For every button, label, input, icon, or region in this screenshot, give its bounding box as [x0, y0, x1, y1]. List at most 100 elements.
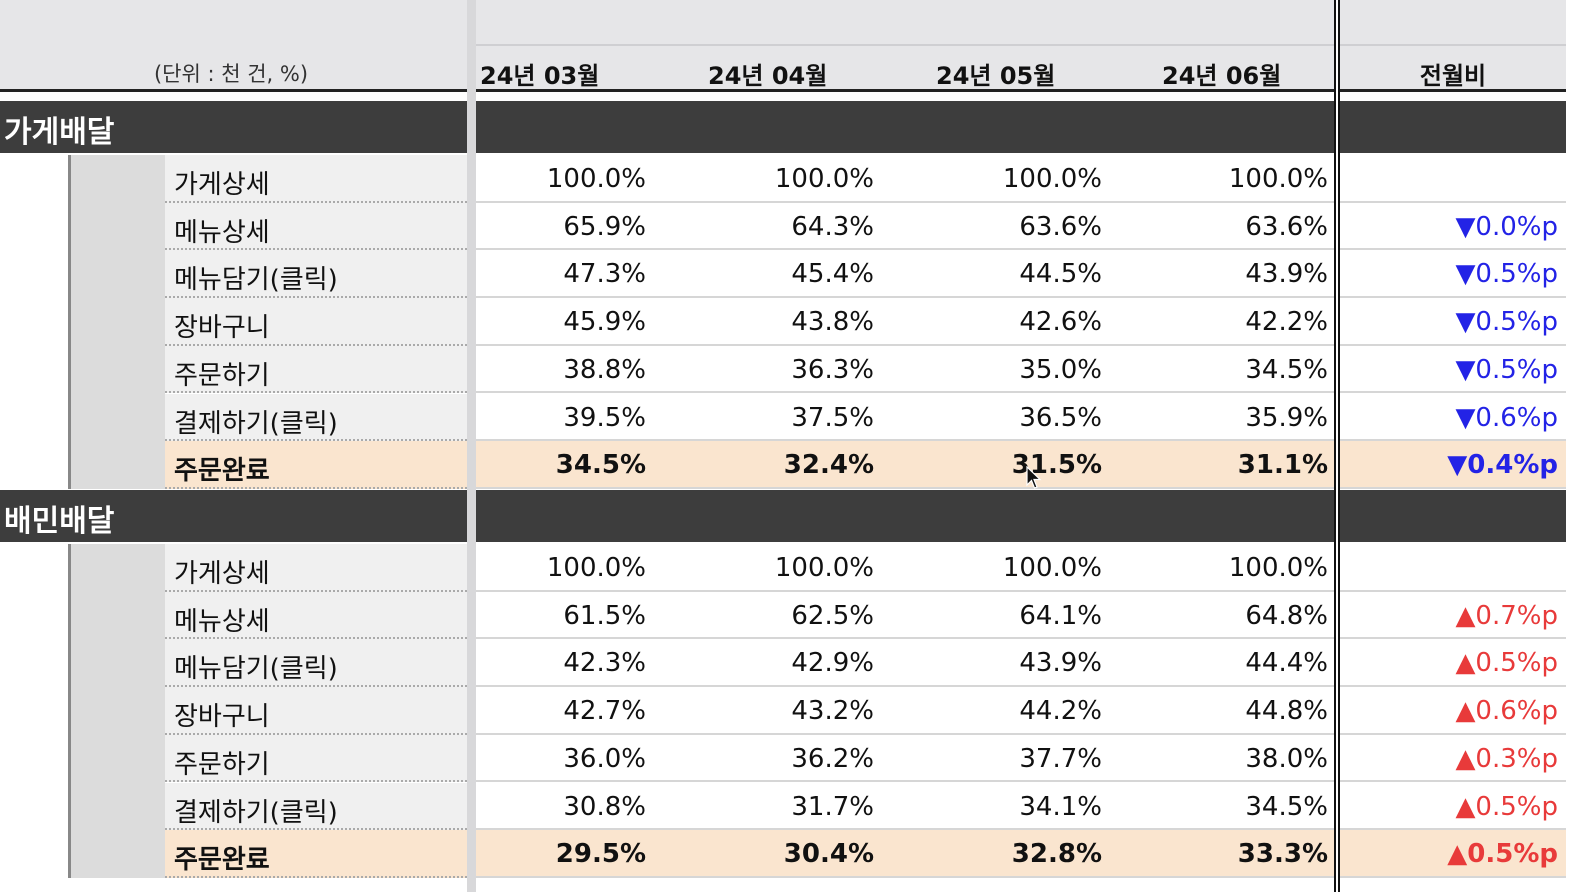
table-row: [476, 345, 1566, 394]
cell-value: 36.0%: [563, 743, 646, 774]
cell-value: 45.4%: [791, 259, 874, 290]
table-row: [476, 298, 1566, 346]
cell-value: 37.7%: [1019, 743, 1102, 774]
section-bar: [0, 101, 467, 153]
mom-header: 전월비: [1419, 62, 1487, 90]
mom-change: ▼0.5%p: [1455, 354, 1558, 385]
cell-value: 42.2%: [1245, 307, 1328, 338]
month-header: 24년 04월: [708, 62, 828, 90]
cell-value: 42.3%: [563, 648, 646, 679]
cell-value: 100.0%: [1228, 164, 1328, 194]
mom-change: ▼0.4%p: [1447, 450, 1558, 481]
table-row: [165, 441, 467, 489]
cell-value: 35.9%: [1245, 402, 1328, 433]
table-row: [476, 250, 1566, 299]
table-row: [165, 591, 467, 640]
table-row: [165, 734, 467, 783]
table-row: [476, 782, 1566, 831]
cell-value: 100.0%: [1002, 164, 1102, 194]
table-row: [165, 202, 467, 251]
cell-value: 36.3%: [791, 354, 874, 385]
table-row: [476, 591, 1566, 640]
mouse-cursor-icon: [1026, 466, 1042, 489]
table-row: [476, 393, 1566, 442]
month-header: 24년 06월: [1162, 62, 1282, 90]
cell-value: 30.4%: [783, 839, 874, 870]
cell-value: 34.5%: [1245, 791, 1328, 822]
table-row: [165, 250, 467, 299]
column-separator: [1334, 0, 1340, 892]
cell-value: 32.8%: [1011, 839, 1102, 870]
section-title: 가게배달: [4, 115, 115, 150]
month-header: 24년 05월: [936, 62, 1056, 90]
month-header: 24년 03월: [480, 62, 600, 90]
table-row: [476, 830, 1566, 878]
cell-value: 100.0%: [546, 553, 646, 583]
cell-value: 64.1%: [1019, 600, 1102, 631]
cell-value: 42.6%: [1019, 307, 1102, 338]
table-row: [165, 345, 467, 394]
mom-change: ▲0.5%p: [1455, 648, 1558, 679]
cell-value: 31.1%: [1237, 450, 1328, 481]
cell-value: 43.2%: [791, 696, 874, 727]
cell-value: 100.0%: [546, 164, 646, 194]
unit-label: (단위 : 천 건, %): [153, 62, 309, 86]
cell-value: 44.8%: [1245, 696, 1328, 727]
cell-value: 47.3%: [563, 259, 646, 290]
cell-value: 44.5%: [1019, 259, 1102, 290]
section-bar: [476, 490, 1566, 542]
cell-value: 30.8%: [563, 791, 646, 822]
mom-change: ▼0.5%p: [1455, 307, 1558, 338]
mom-change: ▲0.5%p: [1455, 791, 1558, 822]
cell-value: 29.5%: [555, 839, 646, 870]
cell-value: 32.4%: [783, 450, 874, 481]
row-label: 주문완료: [174, 845, 270, 876]
row-label: 주문하기: [174, 749, 270, 780]
cell-value: 36.2%: [791, 743, 874, 774]
table-row: [476, 639, 1566, 688]
cell-value: 38.0%: [1245, 743, 1328, 774]
mom-change: ▲0.3%p: [1455, 743, 1558, 774]
header-label-cell: [0, 0, 467, 92]
row-label: 가게상세: [174, 170, 270, 200]
mom-change: ▼0.5%p: [1455, 259, 1558, 290]
cell-value: 43.9%: [1019, 648, 1102, 679]
table-row: [476, 155, 1566, 203]
cell-value: 39.5%: [563, 402, 646, 433]
row-label: 메뉴상세: [174, 217, 270, 248]
row-label: 메뉴담기(클릭): [174, 265, 338, 296]
row-label: 결제하기(클릭): [174, 797, 338, 828]
cell-value: 34.5%: [1245, 354, 1328, 385]
row-label: 주문완료: [174, 456, 270, 487]
cell-value: 42.9%: [791, 648, 874, 679]
table-row: [165, 830, 467, 878]
column-gap: [467, 0, 476, 892]
table-row: [476, 202, 1566, 251]
table-row: [165, 298, 467, 346]
cell-value: 100.0%: [1228, 553, 1328, 583]
row-label: 장바구니: [174, 313, 270, 344]
mom-change: ▲0.6%p: [1455, 696, 1558, 727]
cell-value: 64.3%: [791, 211, 874, 242]
table-row: [476, 441, 1566, 489]
table-row: [165, 393, 467, 442]
mom-change: ▼0.0%p: [1455, 211, 1558, 242]
cell-value: 65.9%: [563, 211, 646, 242]
cell-value: 44.4%: [1245, 648, 1328, 679]
table-row: [476, 687, 1566, 735]
cell-value: 43.8%: [791, 307, 874, 338]
cell-value: 62.5%: [791, 600, 874, 631]
cell-value: 42.7%: [563, 696, 646, 727]
row-label: 결제하기(클릭): [174, 408, 338, 439]
section-bar: [0, 490, 467, 542]
cell-value: 34.5%: [555, 450, 646, 481]
cell-value: 63.6%: [1245, 211, 1328, 242]
cell-value: 31.7%: [791, 791, 874, 822]
cell-value: 63.6%: [1019, 211, 1102, 242]
section-title: 배민배달: [4, 504, 115, 539]
row-label: 주문하기: [174, 360, 270, 391]
row-label: 가게상세: [174, 559, 270, 589]
header-months-cell: [476, 0, 1334, 92]
table-row: [165, 155, 467, 203]
table-row: [165, 639, 467, 688]
